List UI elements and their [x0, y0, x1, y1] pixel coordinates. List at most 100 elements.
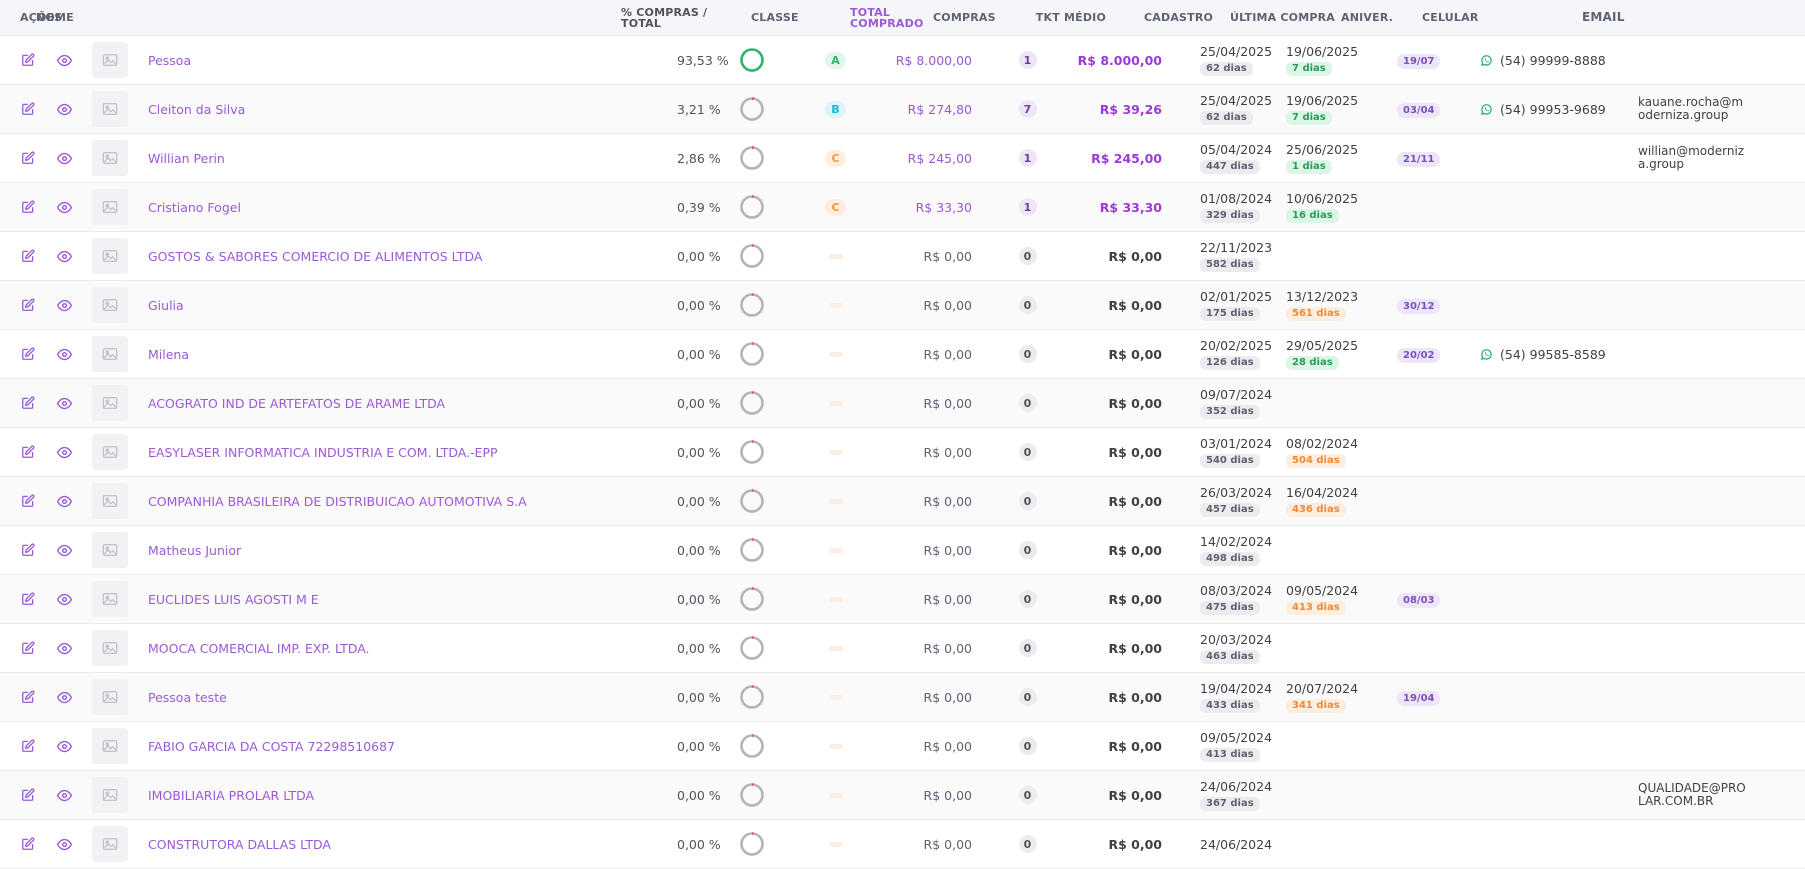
total-value: R$ 0,00 — [923, 738, 972, 754]
client-name-link[interactable]: MOOCA COMERCIAL IMP. EXP. LTDA. — [148, 640, 370, 656]
row-actions — [0, 493, 92, 509]
client-name-link[interactable]: GOSTOS & SABORES COMERCIO DE ALIMENTOS L… — [148, 248, 483, 264]
edit-icon[interactable] — [20, 101, 36, 117]
header-tkt[interactable]: TKT MÉDIO — [1035, 11, 1106, 24]
edit-icon[interactable] — [20, 346, 36, 362]
ultima-date: 13/12/2023 — [1286, 289, 1359, 304]
edit-icon[interactable] — [20, 248, 36, 264]
client-name-link[interactable]: Cristiano Fogel — [148, 199, 241, 215]
cadastro-date: 22/11/2023 — [1200, 240, 1273, 255]
ultima-cell: 20/07/2024 341 dias — [1286, 681, 1395, 713]
edit-icon[interactable] — [20, 640, 36, 656]
client-name-link[interactable]: Willian Perin — [148, 150, 225, 166]
eye-icon[interactable] — [56, 836, 72, 852]
header-compras[interactable]: COMPRAS — [933, 11, 996, 24]
class-cell — [793, 449, 895, 455]
compras-badge: 0 — [1018, 737, 1037, 755]
edit-icon[interactable] — [20, 591, 36, 607]
client-name-link[interactable]: IMOBILIARIA PROLAR LTDA — [148, 787, 315, 803]
whatsapp-icon[interactable] — [1478, 346, 1494, 362]
eye-icon[interactable] — [56, 542, 72, 558]
client-name-link[interactable]: CONSTRUTORA DALLAS LTDA — [148, 836, 331, 852]
eye-icon[interactable] — [56, 297, 72, 313]
edit-icon[interactable] — [20, 542, 36, 558]
header-pct[interactable]: % COMPRAS / TOTAL — [621, 5, 708, 30]
eye-icon[interactable] — [56, 444, 72, 460]
header-celular[interactable]: CELULAR — [1422, 11, 1479, 24]
client-name-link[interactable]: Cleiton da Silva — [148, 101, 246, 117]
pct-ring-icon — [739, 243, 793, 269]
eye-icon[interactable] — [56, 395, 72, 411]
pct-value: 2,86 % — [677, 150, 721, 166]
pct-ring-icon — [739, 537, 793, 563]
compras-cell: 0 — [972, 345, 1063, 363]
image-placeholder-icon — [92, 42, 128, 78]
avatar-cell — [92, 189, 148, 225]
client-name-link[interactable]: Milena — [148, 346, 190, 362]
class-badge: A — [825, 51, 846, 69]
compras-cell: 0 — [972, 737, 1063, 755]
class-badge-empty — [829, 449, 843, 455]
client-name-link[interactable]: Giulia — [148, 297, 184, 313]
header-cadastro[interactable]: CADASTRO — [1144, 11, 1214, 24]
eye-icon[interactable] — [56, 346, 72, 362]
whatsapp-icon[interactable] — [1478, 101, 1494, 117]
edit-icon[interactable] — [20, 199, 36, 215]
ultima-cell: 25/06/2025 1 dias — [1286, 142, 1395, 174]
aniver-cell: 21/11 — [1395, 150, 1478, 167]
pct-ring-icon — [739, 684, 793, 710]
eye-icon[interactable] — [56, 52, 72, 68]
eye-icon[interactable] — [56, 150, 72, 166]
cadastro-date: 26/03/2024 — [1200, 485, 1273, 500]
avatar-cell — [92, 679, 148, 715]
client-name-link[interactable]: Pessoa teste — [148, 689, 227, 705]
header-nome[interactable]: NOME — [36, 11, 74, 24]
edit-icon[interactable] — [20, 444, 36, 460]
edit-icon[interactable] — [20, 52, 36, 68]
pct-value: 0,00 % — [677, 738, 721, 754]
row-actions — [0, 738, 92, 754]
eye-icon[interactable] — [56, 787, 72, 803]
table-row: Giulia 0,00 % R$ 0,00 0 R$ 0,00 02/01/2025 175… — [0, 281, 1805, 330]
client-name-link[interactable]: ACOGRATO IND DE ARTEFATOS DE ARAME LTDA — [148, 395, 446, 411]
edit-icon[interactable] — [20, 738, 36, 754]
client-name-link[interactable]: Matheus Junior — [148, 542, 242, 558]
celular-cell: (54) 99999-8888 — [1478, 52, 1638, 68]
avatar-cell — [92, 287, 148, 323]
eye-icon[interactable] — [56, 738, 72, 754]
eye-icon[interactable] — [56, 689, 72, 705]
eye-icon[interactable] — [56, 248, 72, 264]
edit-icon[interactable] — [20, 493, 36, 509]
eye-icon[interactable] — [56, 199, 72, 215]
tkt-value: R$ 0,00 — [1108, 640, 1162, 656]
edit-icon[interactable] — [20, 689, 36, 705]
eye-icon[interactable] — [56, 101, 72, 117]
eye-icon[interactable] — [56, 640, 72, 656]
name-cell: EUCLIDES LUIS AGOSTI M E — [148, 592, 677, 607]
client-name-link[interactable]: COMPANHIA BRASILEIRA DE DISTRIBUICAO AUT… — [148, 493, 527, 509]
header-total[interactable]: TOTAL COMPRADO — [850, 5, 924, 30]
phone-number: (54) 99585-8589 — [1500, 346, 1606, 362]
header-ultima[interactable]: ÚLTIMA COMPRA — [1230, 11, 1336, 24]
total-value: R$ 0,00 — [923, 395, 972, 411]
header-email[interactable]: EMAIL — [1582, 10, 1625, 24]
edit-icon[interactable] — [20, 836, 36, 852]
client-name-link[interactable]: EUCLIDES LUIS AGOSTI M E — [148, 591, 319, 607]
cadastro-cell: 20/02/2025 126 dias — [1162, 338, 1286, 370]
image-placeholder-icon — [92, 483, 128, 519]
eye-icon[interactable] — [56, 591, 72, 607]
eye-icon[interactable] — [56, 493, 72, 509]
edit-icon[interactable] — [20, 150, 36, 166]
header-classe[interactable]: CLASSE — [751, 11, 799, 24]
edit-icon[interactable] — [20, 787, 36, 803]
pct-value: 0,00 % — [677, 787, 721, 803]
client-name-link[interactable]: EASYLASER INFORMATICA INDUSTRIA E COM. L… — [148, 444, 498, 460]
client-name-link[interactable]: Pessoa — [148, 52, 192, 68]
cadastro-cell: 01/08/2024 329 dias — [1162, 191, 1286, 223]
edit-icon[interactable] — [20, 395, 36, 411]
ultima-cell: 19/06/2025 7 dias — [1286, 44, 1395, 76]
header-aniver[interactable]: ANIVER. — [1341, 11, 1394, 24]
client-name-link[interactable]: FABIO GARCIA DA COSTA 72298510687 — [148, 738, 396, 754]
whatsapp-icon[interactable] — [1478, 52, 1494, 68]
edit-icon[interactable] — [20, 297, 36, 313]
